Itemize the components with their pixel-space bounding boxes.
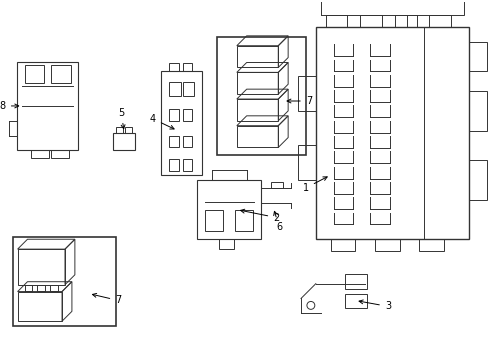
Bar: [51, 66, 71, 83]
Bar: [17, 62, 78, 150]
Bar: [325, 15, 346, 27]
Bar: [320, 0, 463, 15]
Bar: [345, 293, 366, 309]
Text: 3: 3: [358, 300, 390, 311]
Bar: [182, 109, 192, 121]
Bar: [50, 285, 58, 291]
Bar: [168, 82, 180, 96]
Bar: [297, 76, 315, 111]
Bar: [182, 63, 192, 71]
Bar: [197, 180, 261, 239]
Text: 4: 4: [149, 114, 174, 129]
Bar: [182, 82, 194, 96]
Bar: [271, 182, 283, 188]
Bar: [113, 132, 135, 150]
Bar: [315, 27, 468, 239]
Bar: [468, 160, 486, 200]
Text: 8: 8: [0, 101, 19, 111]
Bar: [428, 15, 450, 27]
Bar: [468, 42, 486, 71]
Bar: [419, 239, 443, 251]
Bar: [24, 285, 32, 291]
Text: 7: 7: [92, 293, 121, 306]
Bar: [205, 210, 223, 231]
Bar: [330, 239, 355, 251]
Bar: [31, 150, 49, 158]
Bar: [18, 249, 65, 285]
Bar: [37, 285, 45, 291]
Bar: [168, 109, 178, 121]
Bar: [125, 127, 132, 132]
Bar: [161, 71, 202, 175]
Bar: [18, 292, 62, 321]
Bar: [51, 150, 69, 158]
Bar: [345, 274, 366, 289]
Bar: [182, 159, 192, 171]
Bar: [236, 46, 278, 67]
Text: 7: 7: [286, 96, 311, 106]
Bar: [219, 239, 233, 249]
Bar: [236, 99, 278, 121]
Text: 5: 5: [118, 108, 125, 129]
Bar: [182, 136, 192, 147]
Bar: [374, 239, 399, 251]
Bar: [168, 159, 178, 171]
Bar: [236, 72, 278, 94]
Bar: [297, 145, 315, 180]
Bar: [13, 237, 116, 326]
Bar: [116, 127, 123, 132]
Bar: [394, 15, 416, 27]
Bar: [236, 126, 278, 147]
Bar: [24, 66, 44, 83]
Text: 1: 1: [302, 177, 326, 193]
Bar: [468, 91, 486, 131]
Bar: [360, 15, 381, 27]
Text: 2: 2: [240, 209, 279, 222]
Text: 6: 6: [273, 211, 282, 233]
Bar: [168, 63, 178, 71]
Bar: [168, 136, 178, 147]
Bar: [234, 210, 252, 231]
Bar: [217, 37, 305, 155]
